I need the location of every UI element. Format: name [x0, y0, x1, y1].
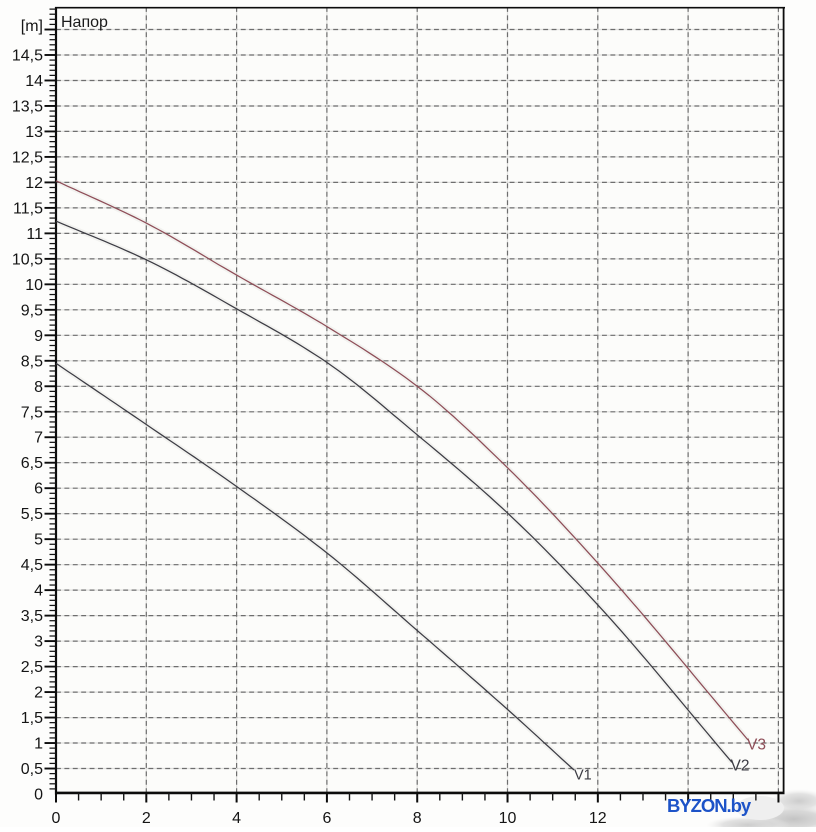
svg-text:V2: V2	[731, 757, 750, 774]
svg-text:0: 0	[52, 810, 61, 827]
svg-text:2,5: 2,5	[21, 659, 43, 676]
svg-text:12: 12	[589, 810, 607, 827]
svg-text:5,5: 5,5	[21, 506, 43, 523]
svg-text:7: 7	[34, 430, 43, 447]
svg-text:4: 4	[232, 810, 241, 827]
svg-text:4: 4	[34, 583, 43, 600]
svg-text:11: 11	[26, 226, 43, 243]
svg-text:14: 14	[25, 73, 43, 90]
svg-text:5: 5	[34, 532, 43, 549]
svg-text:6: 6	[322, 810, 331, 827]
svg-text:6: 6	[34, 481, 43, 498]
svg-text:13,5: 13,5	[12, 99, 43, 116]
svg-text:12: 12	[25, 175, 43, 192]
svg-text:1,5: 1,5	[21, 710, 43, 727]
svg-text:11,5: 11,5	[13, 200, 43, 217]
svg-text:Напор: Напор	[61, 14, 108, 31]
svg-text:1: 1	[34, 736, 43, 753]
svg-text:2: 2	[142, 810, 151, 827]
svg-text:3,5: 3,5	[21, 608, 43, 625]
svg-text:13: 13	[25, 124, 43, 141]
svg-text:0,5: 0,5	[21, 761, 43, 778]
svg-text:14,5: 14,5	[12, 48, 43, 65]
svg-text:V1: V1	[574, 767, 592, 783]
svg-text:0: 0	[34, 787, 43, 804]
svg-text:8,5: 8,5	[21, 353, 43, 370]
svg-text:[m]: [m]	[21, 18, 43, 35]
svg-text:V3: V3	[747, 736, 766, 753]
svg-text:10: 10	[25, 277, 43, 294]
svg-text:7,5: 7,5	[21, 404, 43, 421]
svg-text:10: 10	[499, 810, 517, 827]
svg-text:6,5: 6,5	[21, 455, 43, 472]
svg-text:8: 8	[34, 379, 43, 396]
svg-text:2: 2	[34, 685, 43, 702]
svg-text:9: 9	[34, 328, 43, 345]
svg-text:BYZON.by: BYZON.by	[667, 795, 752, 816]
svg-text:8: 8	[413, 810, 422, 827]
svg-text:9,5: 9,5	[21, 302, 43, 319]
svg-text:10,5: 10,5	[12, 251, 43, 268]
svg-text:4,5: 4,5	[21, 557, 43, 574]
svg-text:3: 3	[34, 634, 43, 651]
svg-text:12,5: 12,5	[12, 149, 43, 166]
